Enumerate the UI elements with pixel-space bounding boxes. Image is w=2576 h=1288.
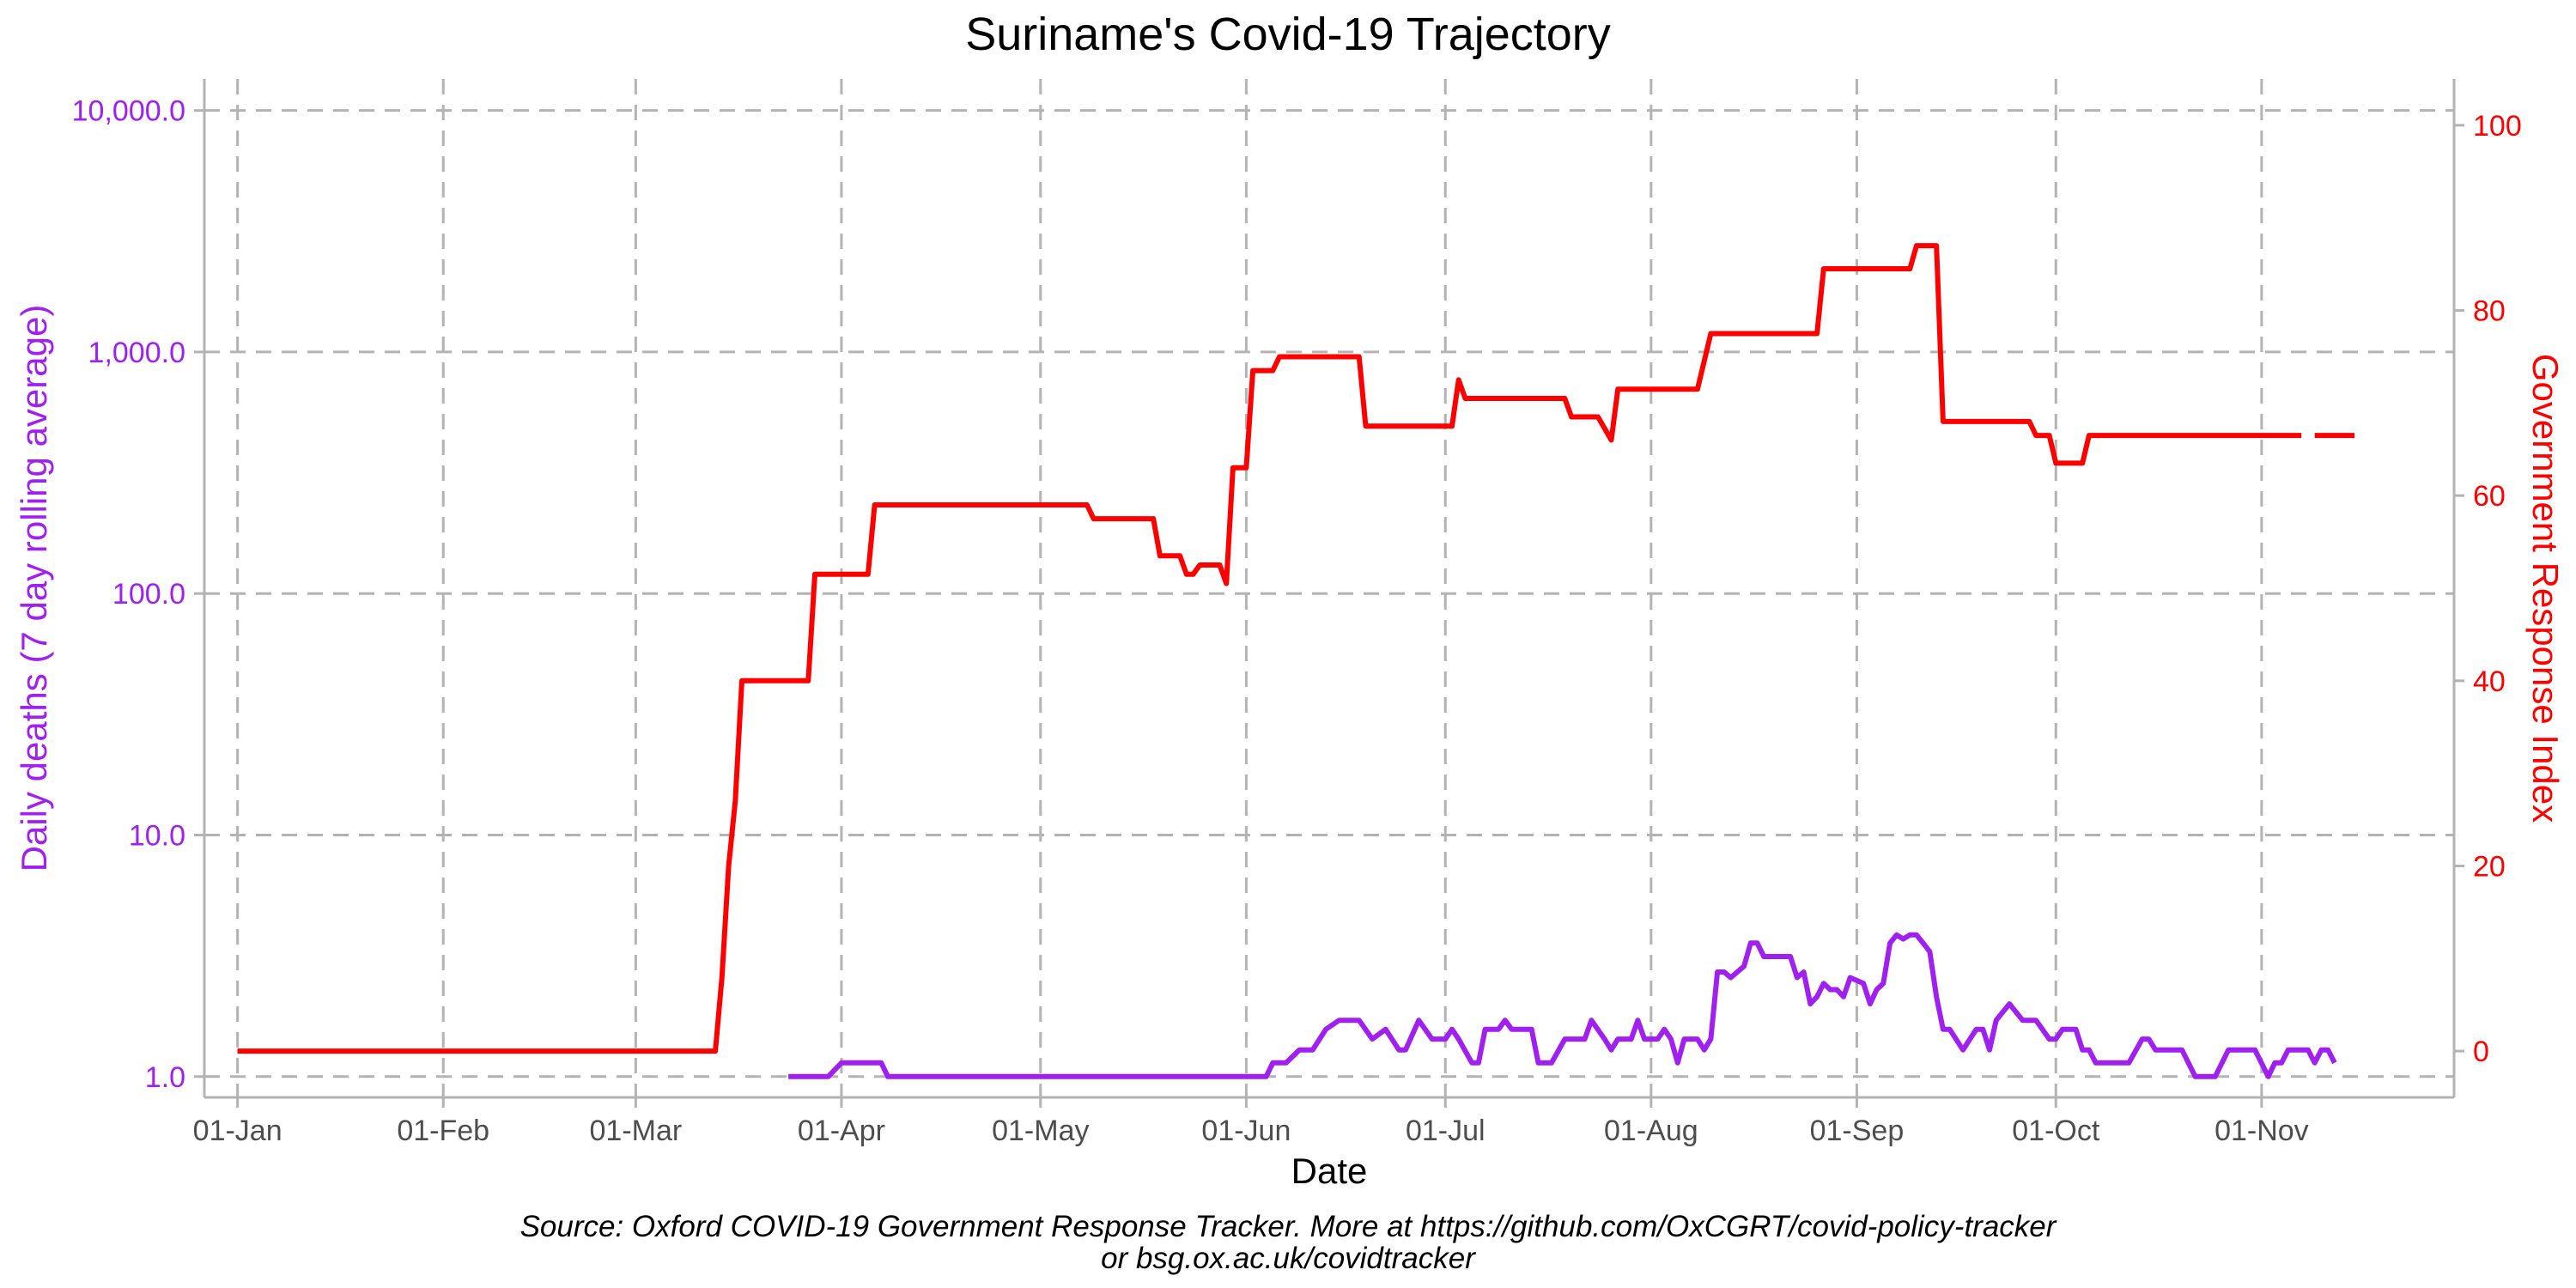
chart-title: Suriname's Covid-19 Trajectory (965, 9, 1611, 60)
response-line-segment-0 (237, 243, 2302, 1054)
axes (194, 79, 2464, 1108)
x-tick-label-1: 01-Feb (397, 1115, 489, 1147)
y-axis-right-title: Government Response Index (2525, 354, 2566, 823)
y-left-tick-label-0: 1.0 (145, 1061, 185, 1094)
y-axis-left-title: Daily deaths (7 day rolling average) (14, 305, 54, 872)
x-tick-label-10: 01-Nov (2215, 1115, 2309, 1147)
y-right-tick-label-2: 40 (2473, 665, 2506, 698)
y-right-tick-label-3: 60 (2473, 480, 2506, 513)
y-right-tick-label-0: 0 (2473, 1036, 2489, 1068)
grid-lines (204, 79, 2454, 1097)
y-left-tick-label-1: 10.0 (129, 819, 185, 852)
deaths-line-segment-0 (788, 932, 2337, 1079)
caption-source-line: Source: Oxford COVID-19 Government Respo… (520, 1210, 2057, 1243)
x-tick-label-4: 01-May (992, 1115, 1089, 1147)
caption-link-line: or bsg.ox.ac.uk/covidtracker (1101, 1242, 1476, 1275)
y-right-tick-label-1: 20 (2473, 850, 2506, 883)
y-left-tick-label-4: 10,000.0 (72, 95, 185, 128)
x-tick-label-6: 01-Jul (1406, 1115, 1485, 1147)
tick-labels: 01-Jan 01-Feb 01-Mar 01-Apr 01-May 01-Jun 01-J… (72, 95, 2522, 1147)
x-tick-label-7: 01-Aug (1604, 1115, 1698, 1147)
x-tick-label-0: 01-Jan (193, 1115, 283, 1147)
y-right-tick-label-5: 100 (2473, 110, 2522, 143)
y-left-tick-label-2: 100.0 (112, 578, 185, 611)
series-lines (237, 243, 2355, 1079)
x-tick-label-3: 01-Apr (798, 1115, 885, 1147)
x-tick-label-2: 01-Mar (590, 1115, 683, 1147)
y-left-tick-label-3: 1,000.0 (88, 337, 185, 369)
x-tick-label-8: 01-Sep (1810, 1115, 1905, 1147)
x-tick-label-5: 01-Jun (1201, 1115, 1291, 1147)
x-tick-label-9: 01-Oct (2012, 1115, 2100, 1147)
y-right-tick-label-4: 80 (2473, 295, 2506, 328)
x-axis-title: Date (1291, 1151, 1368, 1191)
